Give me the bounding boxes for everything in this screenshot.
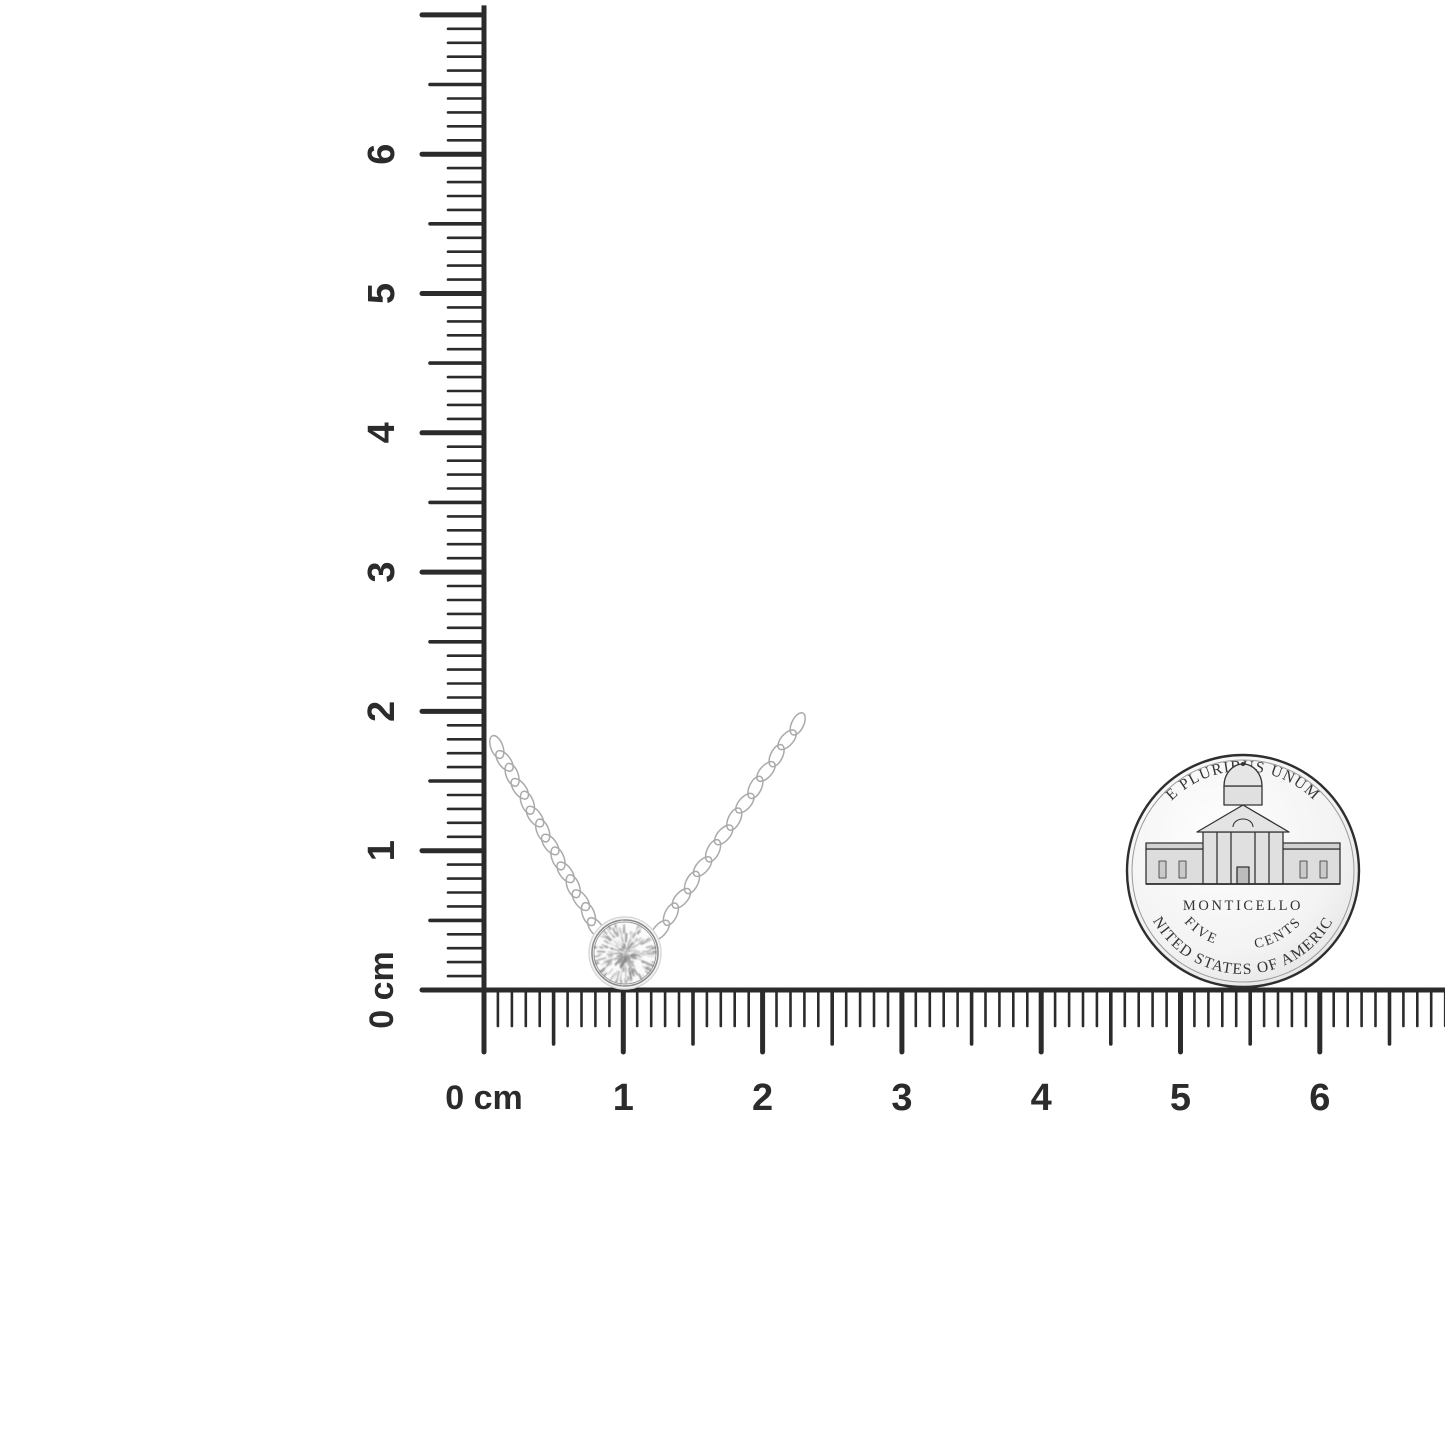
svg-text:6: 6 xyxy=(361,144,403,165)
svg-text:5: 5 xyxy=(361,283,403,304)
svg-text:3: 3 xyxy=(361,562,403,583)
svg-text:4: 4 xyxy=(361,422,403,443)
svg-text:5: 5 xyxy=(1170,1077,1191,1119)
svg-text:6: 6 xyxy=(1309,1077,1330,1119)
svg-text:2: 2 xyxy=(361,701,403,722)
svg-text:1: 1 xyxy=(613,1077,634,1119)
svg-text:0 cm: 0 cm xyxy=(445,1079,523,1117)
svg-text:1: 1 xyxy=(361,840,403,861)
svg-text:2: 2 xyxy=(752,1077,773,1119)
svg-text:4: 4 xyxy=(1031,1077,1052,1119)
svg-text:MONTICELLO: MONTICELLO xyxy=(1183,898,1303,914)
svg-text:0 cm: 0 cm xyxy=(363,951,401,1029)
svg-text:3: 3 xyxy=(891,1077,912,1119)
